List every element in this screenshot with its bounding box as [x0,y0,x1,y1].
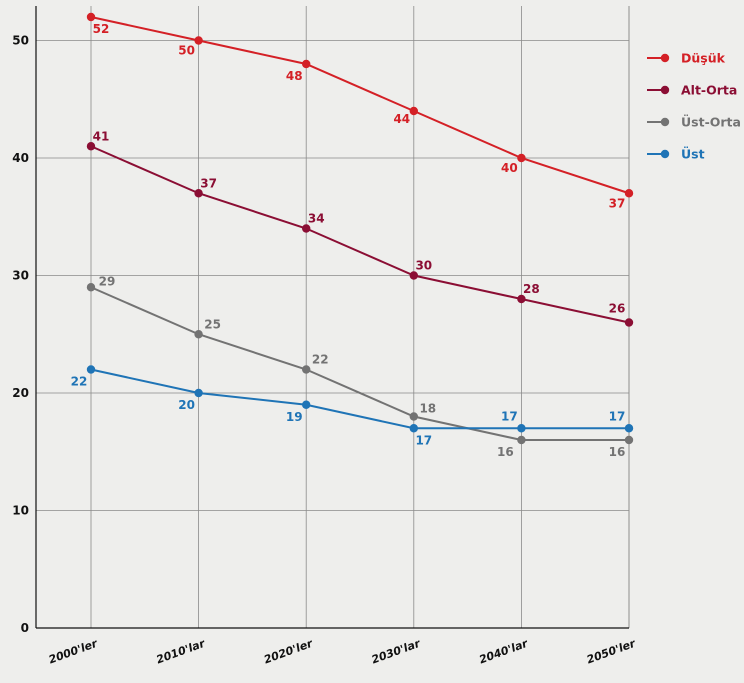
y-tick-label: 50 [12,34,29,48]
data-label: 26 [609,302,626,316]
data-point [517,435,526,445]
data-point [86,142,96,151]
data-point [624,424,634,433]
legend: Düşük Alt-Orta Üst-Orta Üst [647,51,741,162]
x-tick-label: 2020'ler [262,637,315,667]
x-tick-labels: 2000'ler 2010'lar 2020'ler 2030'lar 2040'lar… [47,637,638,667]
data-point [86,365,96,374]
x-tick-label: 2050'ler [585,637,638,667]
data-point [86,283,96,292]
data-label: 22 [71,375,88,389]
x-tick-label: 2030'lar [370,637,423,667]
axes [35,6,629,629]
data-point [624,435,634,445]
data-point [409,412,418,421]
data-point [302,59,311,69]
series-line-0 [90,16,630,195]
data-label: 40 [501,161,518,175]
y-tick-label: 20 [12,386,29,400]
data-point [624,189,634,198]
data-label: 44 [393,112,410,126]
legend-marker [660,85,670,95]
y-tick-label: 30 [12,269,29,283]
legend-label: Üst [681,147,705,162]
data-point [517,424,526,433]
series-line-2 [90,286,629,441]
y-tick-label: 40 [12,151,29,165]
legend-marker [660,53,670,63]
series-line-3 [90,368,629,430]
data-label: 17 [415,433,432,447]
data-label: 30 [415,259,432,273]
data-label: 16 [609,445,626,459]
y-tick-label: 0 [21,621,29,635]
x-tick-label: 2000'ler [47,637,100,667]
data-label: 41 [93,129,110,143]
data-label: 50 [178,44,195,58]
legend-label: Düşük [681,51,726,66]
data-label: 17 [501,409,518,423]
data-label: 48 [286,69,303,83]
data-label: 22 [312,353,329,367]
data-point [194,388,203,398]
legend-marker [660,117,670,127]
x-tick-label: 2040'lar [477,637,530,667]
data-label: 19 [286,410,303,424]
data-label: 25 [204,317,221,331]
data-label: 28 [523,282,540,296]
data-label: 18 [419,402,436,416]
data-point [86,12,96,22]
data-point [302,400,311,409]
data-point [409,106,418,116]
data-point [194,36,203,45]
series-lines [86,12,634,445]
series-line-1 [90,145,630,324]
data-point [517,294,526,304]
data-point [517,153,526,163]
grid-lines [36,6,630,628]
data-label: 37 [200,176,217,190]
data-label: 34 [308,212,325,226]
data-labels: 52 50 48 44 40 37 41 37 34 30 28 26 29 25 22 18 16 16 22 20… [71,22,626,459]
data-point [624,318,634,327]
data-point [302,365,311,374]
legend-marker [660,149,670,159]
data-point [302,224,311,233]
data-point [194,330,203,339]
data-label: 29 [99,274,116,288]
data-label: 20 [178,398,195,412]
data-label: 16 [497,445,514,459]
data-point [409,424,418,433]
data-point [409,271,418,280]
legend-label: Alt-Orta [681,83,737,98]
y-tick-label: 10 [12,504,29,518]
legend-label: Üst-Orta [681,115,741,130]
x-tick-label: 2010'lar [155,637,208,667]
data-label: 52 [93,22,110,36]
data-label: 37 [609,196,626,210]
data-point [194,189,203,198]
y-tick-labels: 0 10 20 30 40 50 [12,34,29,636]
data-label: 17 [609,409,626,423]
